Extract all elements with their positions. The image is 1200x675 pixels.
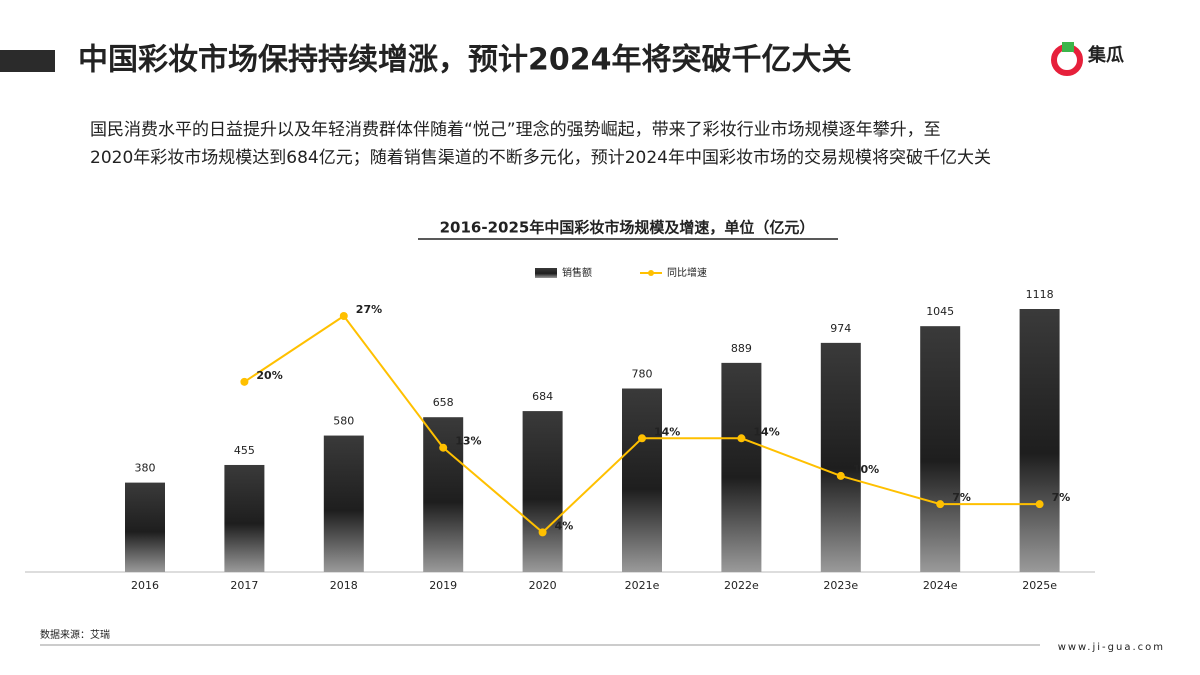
bar (820, 342, 861, 572)
bar-value-label: 658 (433, 396, 454, 409)
legend-marker (648, 270, 654, 276)
bar-value-label: 889 (731, 342, 752, 355)
growth-label: 13% (455, 435, 481, 448)
x-tick-label: 2018 (330, 579, 358, 592)
growth-point (936, 500, 945, 509)
header-bar (0, 50, 55, 72)
bar-value-label: 580 (333, 415, 354, 428)
bar (125, 482, 165, 572)
growth-point (538, 528, 547, 537)
growth-point (1035, 500, 1044, 509)
chart-title: 2016-2025年中国彩妆市场规模及增速，单位（亿元） (440, 219, 815, 237)
bar (920, 326, 961, 572)
legend-label: 同比增速 (667, 266, 707, 279)
intro-line: 2020年彩妆市场规模达到684亿元；随着销售渠道的不断多元化，预计2024年中… (90, 148, 991, 168)
growth-label: 7% (1052, 491, 1071, 504)
bar (423, 417, 464, 572)
x-tick-label: 2021e (625, 579, 660, 592)
growth-label: 7% (952, 491, 971, 504)
x-tick-label: 2022e (724, 579, 759, 592)
source: 数据来源：艾瑞 (40, 628, 110, 641)
logo-leaf (1062, 42, 1074, 52)
bar (622, 388, 662, 572)
growth-label: 20% (256, 369, 282, 382)
growth-label: 4% (555, 519, 574, 532)
bar-value-label: 974 (830, 322, 851, 335)
growth-point (439, 443, 448, 452)
x-tick-label: 2023e (823, 579, 858, 592)
x-tick-label: 2016 (131, 579, 159, 592)
x-tick-label: 2025e (1022, 579, 1057, 592)
x-tick-label: 2017 (230, 579, 258, 592)
growth-point (638, 434, 646, 443)
legend-label: 销售额 (562, 266, 592, 279)
x-tick-label: 2019 (429, 579, 457, 592)
bar-value-label: 684 (532, 390, 553, 403)
growth-point (240, 377, 249, 386)
growth-label: 10% (853, 463, 879, 476)
growth-label: 27% (356, 303, 382, 316)
bar (323, 435, 364, 572)
bar (224, 464, 265, 572)
growth-label: 14% (753, 425, 779, 438)
x-tick-label: 2024e (923, 579, 958, 592)
legend-swatch (535, 268, 557, 278)
bar-value-label: 1118 (1026, 288, 1054, 301)
intro-line: 国民消费水平的日益提升以及年轻消费群体伴随着“悦己”理念的强势崛起，带来了彩妆行… (90, 119, 941, 140)
bar-value-label: 780 (632, 368, 653, 381)
bar-value-label: 455 (234, 444, 255, 457)
bar (1019, 309, 1060, 572)
bar-value-label: 380 (135, 462, 156, 475)
bar-value-label: 1045 (926, 305, 954, 318)
slide-title: 中国彩妆市场保持持续增涨，预计2024年将突破千亿大关 (78, 43, 852, 78)
bar (721, 362, 762, 572)
growth-label: 14% (654, 425, 680, 438)
logo-text: 集瓜 (1087, 44, 1124, 66)
bar (522, 411, 563, 572)
growth-point (339, 312, 348, 320)
growth-point (836, 471, 845, 480)
growth-point (737, 434, 746, 443)
x-tick-label: 2020 (529, 579, 557, 592)
footer-url: www.ji-gua.com (1058, 642, 1165, 653)
